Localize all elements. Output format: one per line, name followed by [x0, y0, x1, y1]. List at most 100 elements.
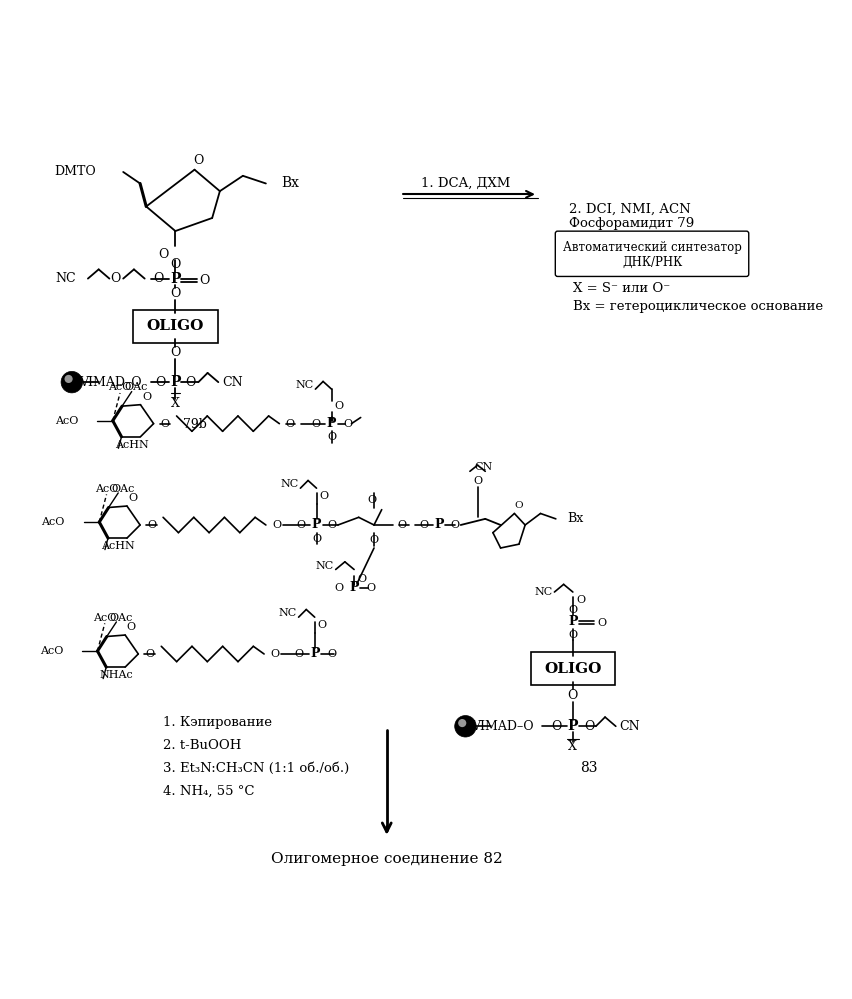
Text: NC: NC	[296, 381, 314, 391]
Text: O: O	[185, 376, 196, 389]
Text: O: O	[158, 248, 169, 261]
Text: DMTO: DMTO	[55, 166, 96, 179]
Text: 83: 83	[580, 761, 597, 775]
Text: O: O	[170, 259, 181, 272]
FancyBboxPatch shape	[530, 652, 614, 685]
Text: O: O	[153, 272, 164, 285]
Text: O: O	[343, 419, 353, 429]
Text: O: O	[170, 347, 181, 360]
Circle shape	[65, 375, 72, 383]
Text: 4. NH₄, 55 °C: 4. NH₄, 55 °C	[163, 785, 254, 798]
Text: X: X	[170, 398, 180, 411]
Circle shape	[458, 719, 466, 727]
Text: NC: NC	[279, 608, 296, 618]
Text: O: O	[147, 520, 156, 530]
Text: O: O	[584, 720, 594, 733]
Text: VIMAD–O: VIMAD–O	[78, 376, 141, 389]
Text: O: O	[357, 573, 366, 583]
Text: NHAc: NHAc	[100, 670, 133, 680]
Text: AcHN: AcHN	[115, 440, 148, 450]
Text: O: O	[285, 419, 294, 429]
Text: O: O	[312, 533, 320, 543]
Text: O: O	[129, 494, 137, 503]
Text: O: O	[326, 649, 336, 659]
Text: OAc: OAc	[111, 484, 134, 494]
Text: P: P	[309, 647, 320, 660]
Text: 79b: 79b	[183, 418, 207, 431]
Text: O: O	[575, 594, 584, 604]
Text: O: O	[397, 520, 406, 530]
Text: O: O	[366, 582, 375, 592]
Text: CN: CN	[222, 376, 242, 389]
Text: O: O	[296, 520, 305, 530]
Text: ДНК/РНК: ДНК/РНК	[621, 257, 682, 270]
Text: O: O	[567, 630, 577, 640]
Text: Фосфорамидит 79: Фосфорамидит 79	[568, 217, 694, 230]
Text: O: O	[369, 535, 378, 545]
Text: VIMAD–O: VIMAD–O	[470, 720, 533, 733]
Text: O: O	[295, 649, 303, 659]
Text: O: O	[270, 649, 279, 659]
Text: OAc: OAc	[124, 383, 147, 393]
Text: NC: NC	[280, 480, 298, 490]
Text: O: O	[311, 419, 320, 429]
FancyBboxPatch shape	[133, 310, 217, 343]
Text: O: O	[567, 604, 577, 614]
Text: AcO: AcO	[42, 517, 65, 527]
Text: AcHN: AcHN	[101, 541, 135, 551]
Text: P: P	[567, 719, 578, 733]
Text: NC: NC	[315, 560, 334, 570]
Text: O: O	[334, 582, 343, 592]
Text: OAc: OAc	[109, 612, 132, 622]
Text: Автоматический синтезатор: Автоматический синтезатор	[562, 241, 740, 254]
Text: O: O	[170, 288, 181, 301]
Text: OLIGO: OLIGO	[147, 319, 204, 333]
Text: AcO: AcO	[93, 612, 117, 622]
Text: 2. t-BuOOH: 2. t-BuOOH	[163, 739, 241, 752]
Text: NC: NC	[534, 587, 552, 597]
Text: P: P	[567, 614, 577, 627]
Text: O: O	[160, 419, 170, 429]
Text: Bx: Bx	[567, 512, 583, 525]
Text: O: O	[199, 274, 210, 287]
Circle shape	[61, 372, 83, 393]
Text: 2. DCI, NMI, ACN: 2. DCI, NMI, ACN	[568, 203, 690, 216]
Text: 3. Et₃N:CH₃CN (1:1 об./об.): 3. Et₃N:CH₃CN (1:1 об./об.)	[163, 762, 348, 775]
Text: O: O	[145, 649, 154, 659]
Text: O: O	[450, 520, 458, 530]
Text: 1. Кэпирование: 1. Кэпирование	[163, 716, 272, 729]
Text: P: P	[170, 272, 181, 286]
Text: O: O	[110, 272, 121, 285]
Text: O: O	[272, 520, 281, 530]
Text: O: O	[513, 501, 522, 510]
Text: AcO: AcO	[55, 416, 78, 426]
Text: O: O	[326, 433, 336, 443]
Text: Олигомерное соединение 82: Олигомерное соединение 82	[271, 852, 502, 866]
Text: O: O	[567, 689, 578, 702]
Text: AcO: AcO	[39, 646, 63, 656]
Text: O: O	[419, 520, 428, 530]
Text: OLIGO: OLIGO	[544, 661, 601, 675]
Text: O: O	[318, 619, 326, 629]
Text: 1. DCA, ДХМ: 1. DCA, ДХМ	[421, 177, 510, 190]
Text: CN: CN	[474, 463, 492, 473]
Text: P: P	[311, 518, 321, 531]
Text: O: O	[320, 491, 328, 500]
Text: AcO: AcO	[95, 484, 118, 494]
Text: O: O	[193, 154, 204, 167]
Text: O: O	[327, 520, 336, 530]
FancyBboxPatch shape	[555, 231, 748, 277]
Text: O: O	[550, 720, 561, 733]
Text: O: O	[127, 622, 135, 632]
Text: P: P	[170, 376, 181, 390]
Text: P: P	[326, 418, 336, 431]
Text: O: O	[596, 617, 606, 627]
Text: O: O	[334, 401, 343, 411]
Text: O: O	[142, 392, 151, 402]
Circle shape	[454, 715, 475, 737]
Text: AcO: AcO	[108, 383, 131, 393]
Text: Bx = гетероциклическое основание: Bx = гетероциклическое основание	[573, 300, 822, 313]
Text: NC: NC	[55, 272, 76, 285]
Text: Bx: Bx	[281, 177, 299, 191]
Text: P: P	[349, 581, 359, 594]
